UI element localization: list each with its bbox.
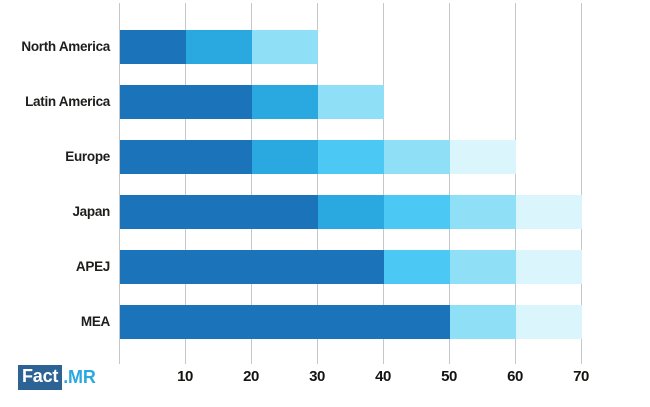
bar-segment-4 [516, 195, 582, 229]
bar-segment-1 [318, 195, 384, 229]
bar-segment-1 [186, 30, 252, 64]
bar-segment-3 [450, 195, 516, 229]
bar-row-apej [120, 250, 582, 284]
gridline-10 [185, 3, 186, 364]
factmr-logo: Fact .MR [18, 365, 96, 390]
x-tick-label-70: 70 [573, 368, 589, 385]
gridline-0 [119, 3, 120, 364]
gridline-50 [449, 3, 450, 364]
bar-segment-2 [450, 250, 516, 284]
x-tick-label-20: 20 [243, 368, 259, 385]
bar-segment-0 [120, 305, 450, 339]
bar-row-japan [120, 195, 582, 229]
category-label-apej: APEJ [75, 259, 110, 274]
bar-segment-3 [384, 140, 450, 174]
bar-segment-1 [450, 305, 516, 339]
bar-segment-2 [252, 30, 318, 64]
bar-segment-3 [516, 250, 582, 284]
bar-row-mea [120, 305, 582, 339]
category-label-japan: Japan [72, 204, 110, 219]
bar-segment-0 [120, 140, 252, 174]
bar-row-europe [120, 140, 516, 174]
bar-segment-2 [318, 140, 384, 174]
gridline-30 [317, 3, 318, 364]
factmr-logo-suffix: .MR [63, 367, 96, 387]
bar-segment-4 [450, 140, 516, 174]
bar-segment-1 [252, 85, 318, 119]
x-tick-label-60: 60 [507, 368, 523, 385]
x-tick-label-10: 10 [177, 368, 193, 385]
x-tick-label-40: 40 [375, 368, 391, 385]
bar-segment-0 [120, 195, 318, 229]
category-label-mea: MEA [80, 314, 110, 329]
gridline-20 [251, 3, 252, 364]
bar-segment-0 [120, 30, 186, 64]
bar-segment-2 [318, 85, 384, 119]
bar-segment-2 [516, 305, 582, 339]
bar-segment-2 [384, 195, 450, 229]
category-label-latin-america: Latin America [25, 94, 110, 109]
gridline-70 [581, 3, 582, 364]
factmr-logo-box: Fact [18, 365, 63, 390]
x-tick-label-30: 30 [309, 368, 325, 385]
category-label-north-america: North America [21, 39, 110, 54]
category-label-europe: Europe [65, 149, 110, 164]
bar-segment-0 [120, 250, 384, 284]
bar-segment-0 [120, 85, 252, 119]
bar-row-north-america [120, 30, 318, 64]
gridline-60 [515, 3, 516, 364]
x-tick-label-50: 50 [441, 368, 457, 385]
bar-segment-1 [252, 140, 318, 174]
bar-row-latin-america [120, 85, 384, 119]
gridline-40 [383, 3, 384, 364]
bar-segment-1 [384, 250, 450, 284]
